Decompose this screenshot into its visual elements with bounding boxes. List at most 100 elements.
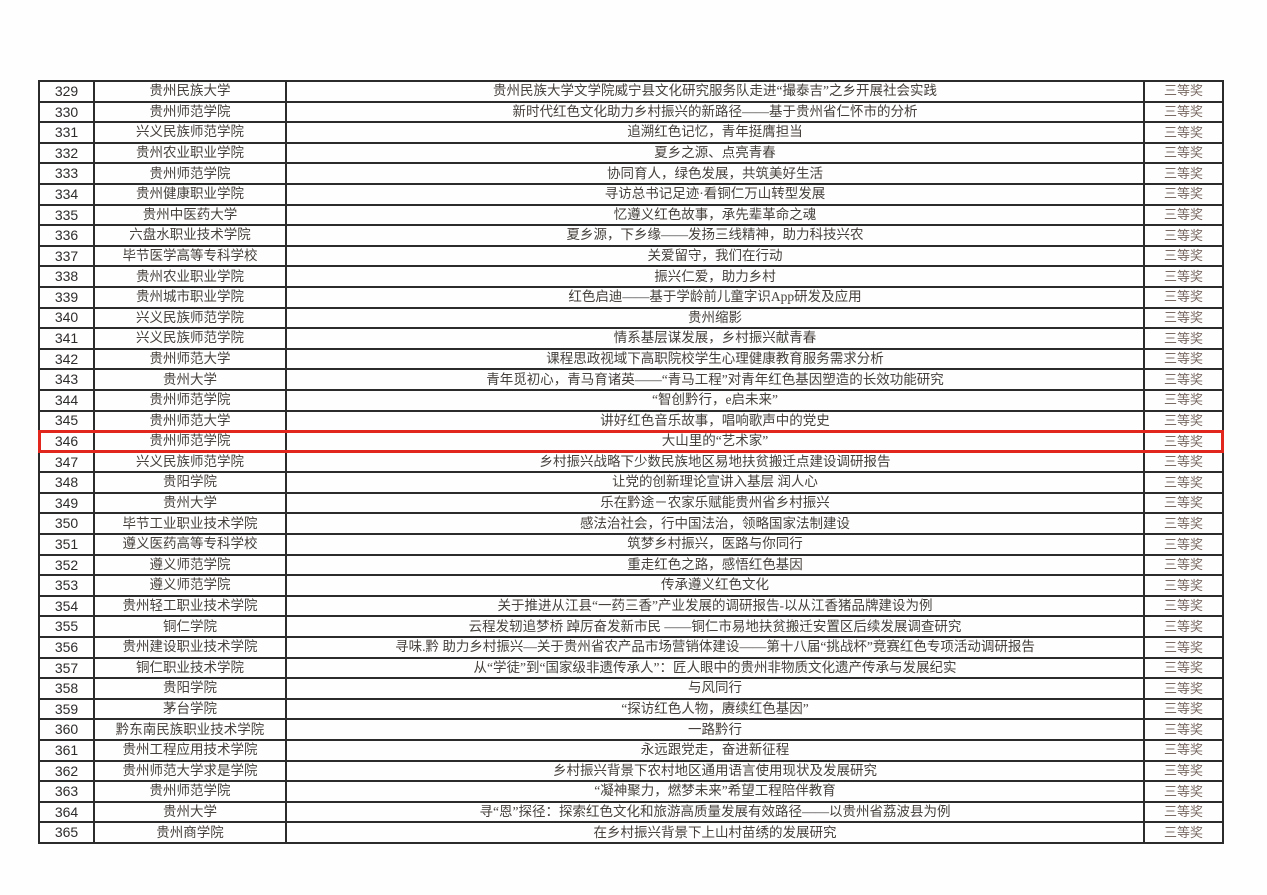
award-cell: 三等奖 bbox=[1143, 800, 1224, 824]
award-cell: 三等奖 bbox=[1143, 450, 1224, 474]
title-cell: 在乡村振兴背景下上山村苗绣的发展研究 bbox=[285, 821, 1145, 844]
title-cell: 讲好红色音乐故事，唱响歌声中的党史 bbox=[285, 409, 1145, 433]
rank-cell: 331 bbox=[38, 121, 95, 144]
rank-cell: 359 bbox=[38, 697, 95, 721]
table-row: 354 贵州轻工职业技术学院 关于推进从江县“一药三香”产业发展的调研报告-以从… bbox=[38, 594, 1224, 618]
title-cell: 乡村振兴战略下少数民族地区易地扶贫搬迁点建设调研报告 bbox=[285, 450, 1145, 474]
award-cell: 三等奖 bbox=[1143, 347, 1224, 371]
rank-cell: 350 bbox=[38, 512, 95, 536]
title-cell: “智创黔行，e启未来” bbox=[285, 388, 1145, 412]
school-cell: 遵义师范学院 bbox=[93, 574, 287, 597]
award-cell: 三等奖 bbox=[1143, 656, 1224, 680]
school-cell: 贵州建设职业技术学院 bbox=[93, 636, 287, 659]
title-cell: 振兴仁爱，助力乡村 bbox=[285, 265, 1145, 288]
title-cell: 夏乡源，下乡缘——发扬三线精神，助力科技兴农 bbox=[285, 224, 1145, 247]
school-cell: 贵州师范学院 bbox=[93, 780, 287, 803]
table-row: 342 贵州师范大学 课程思政视域下高职院校学生心理健康教育服务需求分析 三等奖 bbox=[38, 347, 1224, 371]
school-cell: 贵州师范学院 bbox=[93, 162, 287, 185]
award-cell: 三等奖 bbox=[1143, 574, 1224, 597]
school-cell: 遵义医药高等专科学校 bbox=[93, 533, 287, 556]
table-row: 348 贵阳学院 让党的创新理论宣讲入基层 润人心 三等奖 bbox=[38, 471, 1224, 494]
table-row: 361 贵州工程应用技术学院 永远跟党走，奋进新征程 三等奖 bbox=[38, 739, 1224, 762]
award-cell: 三等奖 bbox=[1143, 306, 1224, 330]
rank-cell: 356 bbox=[38, 636, 95, 659]
table-row: 363 贵州师范学院 “凝神聚力，燃梦未来”希望工程陪伴教育 三等奖 bbox=[38, 780, 1224, 803]
title-cell: 关爱留守，我们在行动 bbox=[285, 244, 1145, 268]
awards-table-body: 329 贵州民族大学 贵州民族大学文学院威宁县文化研究服务队走进“撮泰吉”之乡开… bbox=[38, 80, 1224, 844]
award-cell: 三等奖 bbox=[1143, 553, 1224, 577]
award-cell: 三等奖 bbox=[1143, 244, 1224, 268]
award-cell: 三等奖 bbox=[1143, 677, 1224, 700]
table-row: 351 遵义医药高等专科学校 筑梦乡村振兴，医路与你同行 三等奖 bbox=[38, 533, 1224, 556]
award-cell: 三等奖 bbox=[1143, 759, 1224, 783]
table-row: 347 兴义民族师范学院 乡村振兴战略下少数民族地区易地扶贫搬迁点建设调研报告 … bbox=[38, 450, 1224, 474]
title-cell: 乡村振兴背景下农村地区通用语言使用现状及发展研究 bbox=[285, 759, 1145, 783]
school-cell: 兴义民族师范学院 bbox=[93, 450, 287, 474]
table-row: 357 铜仁职业技术学院 从“学徒”到“国家级非遗传承人”：匠人眼中的贵州非物质… bbox=[38, 656, 1224, 680]
rank-cell: 330 bbox=[38, 100, 95, 124]
school-cell: 贵州农业职业学院 bbox=[93, 265, 287, 288]
table-row: 343 贵州大学 青年觅初心，青马育诸英——“青马工程”对青年红色基因塑造的长效… bbox=[38, 368, 1224, 391]
rank-cell: 344 bbox=[38, 388, 95, 412]
title-cell: 寻味.黔 助力乡村振兴—关于贵州省农产品市场营销体建设——第十八届“挑战杯”竞赛… bbox=[285, 636, 1145, 659]
award-cell: 三等奖 bbox=[1143, 121, 1224, 144]
school-cell: 贵阳学院 bbox=[93, 471, 287, 494]
school-cell: 贵州中医药大学 bbox=[93, 203, 287, 227]
table-row: 335 贵州中医药大学 忆遵义红色故事，承先辈革命之魂 三等奖 bbox=[38, 203, 1224, 227]
title-cell: 传承遵义红色文化 bbox=[285, 574, 1145, 597]
rank-cell: 354 bbox=[38, 594, 95, 618]
rank-cell: 349 bbox=[38, 491, 95, 515]
rank-cell: 361 bbox=[38, 739, 95, 762]
table-row: 334 贵州健康职业学院 寻访总书记足迹·看铜仁万山转型发展 三等奖 bbox=[38, 182, 1224, 206]
rank-cell: 352 bbox=[38, 553, 95, 577]
table-row: 353 遵义师范学院 传承遵义红色文化 三等奖 bbox=[38, 574, 1224, 597]
award-cell: 三等奖 bbox=[1143, 265, 1224, 288]
title-cell: 协同育人，绿色发展，共筑美好生活 bbox=[285, 162, 1145, 185]
rank-cell: 329 bbox=[38, 80, 95, 103]
school-cell: 贵州轻工职业技术学院 bbox=[93, 594, 287, 618]
rank-cell: 362 bbox=[38, 759, 95, 783]
award-cell: 三等奖 bbox=[1143, 512, 1224, 536]
award-cell: 三等奖 bbox=[1143, 203, 1224, 227]
table-row: 333 贵州师范学院 协同育人，绿色发展，共筑美好生活 三等奖 bbox=[38, 162, 1224, 185]
rank-cell: 357 bbox=[38, 656, 95, 680]
title-cell: 课程思政视域下高职院校学生心理健康教育服务需求分析 bbox=[285, 347, 1145, 371]
rank-cell: 351 bbox=[38, 533, 95, 556]
school-cell: 贵州师范学院 bbox=[93, 100, 287, 124]
awards-table-wrap: 329 贵州民族大学 贵州民族大学文学院威宁县文化研究服务队走进“撮泰吉”之乡开… bbox=[38, 80, 1224, 844]
table-row: 340 兴义民族师范学院 贵州缩影 三等奖 bbox=[38, 306, 1224, 330]
school-cell: 毕节工业职业技术学院 bbox=[93, 512, 287, 536]
rank-cell: 337 bbox=[38, 244, 95, 268]
title-cell: 筑梦乡村振兴，医路与你同行 bbox=[285, 533, 1145, 556]
title-cell: 寻访总书记足迹·看铜仁万山转型发展 bbox=[285, 182, 1145, 206]
school-cell: 贵州师范大学求是学院 bbox=[93, 759, 287, 783]
rank-cell: 333 bbox=[38, 162, 95, 185]
title-cell: 重走红色之路，感悟红色基因 bbox=[285, 553, 1145, 577]
title-cell: 夏乡之源、点亮青春 bbox=[285, 141, 1145, 165]
award-cell: 三等奖 bbox=[1143, 533, 1224, 556]
title-cell: “探访红色人物，赓续红色基因” bbox=[285, 697, 1145, 721]
title-cell: 追溯红色记忆，青年挺膺担当 bbox=[285, 121, 1145, 144]
title-cell: 从“学徒”到“国家级非遗传承人”：匠人眼中的贵州非物质文化遗产传承与发展纪实 bbox=[285, 656, 1145, 680]
school-cell: 贵州农业职业学院 bbox=[93, 141, 287, 165]
table-row: 365 贵州商学院 在乡村振兴背景下上山村苗绣的发展研究 三等奖 bbox=[38, 821, 1224, 844]
rank-cell: 355 bbox=[38, 615, 95, 639]
school-cell: 兴义民族师范学院 bbox=[93, 121, 287, 144]
school-cell: 遵义师范学院 bbox=[93, 553, 287, 577]
title-cell: 永远跟党走，奋进新征程 bbox=[285, 739, 1145, 762]
title-cell: 贵州民族大学文学院威宁县文化研究服务队走进“撮泰吉”之乡开展社会实践 bbox=[285, 80, 1145, 103]
table-row: 336 六盘水职业技术学院 夏乡源，下乡缘——发扬三线精神，助力科技兴农 三等奖 bbox=[38, 224, 1224, 247]
table-row: 360 黔东南民族职业技术学院 一路黔行 三等奖 bbox=[38, 718, 1224, 741]
table-row: 364 贵州大学 寻“恩”探径：探索红色文化和旅游高质量发展有效路径——以贵州省… bbox=[38, 800, 1224, 824]
table-row: 356 贵州建设职业技术学院 寻味.黔 助力乡村振兴—关于贵州省农产品市场营销体… bbox=[38, 636, 1224, 659]
award-cell: 三等奖 bbox=[1143, 491, 1224, 515]
rank-cell: 335 bbox=[38, 203, 95, 227]
table-row: 344 贵州师范学院 “智创黔行，e启未来” 三等奖 bbox=[38, 388, 1224, 412]
table-row: 331 兴义民族师范学院 追溯红色记忆，青年挺膺担当 三等奖 bbox=[38, 121, 1224, 144]
table-row: 345 贵州师范大学 讲好红色音乐故事，唱响歌声中的党史 三等奖 bbox=[38, 409, 1224, 433]
school-cell: 贵州工程应用技术学院 bbox=[93, 739, 287, 762]
award-cell: 三等奖 bbox=[1143, 388, 1224, 412]
award-cell: 三等奖 bbox=[1143, 100, 1224, 124]
rank-cell: 347 bbox=[38, 450, 95, 474]
title-cell: “凝神聚力，燃梦未来”希望工程陪伴教育 bbox=[285, 780, 1145, 803]
